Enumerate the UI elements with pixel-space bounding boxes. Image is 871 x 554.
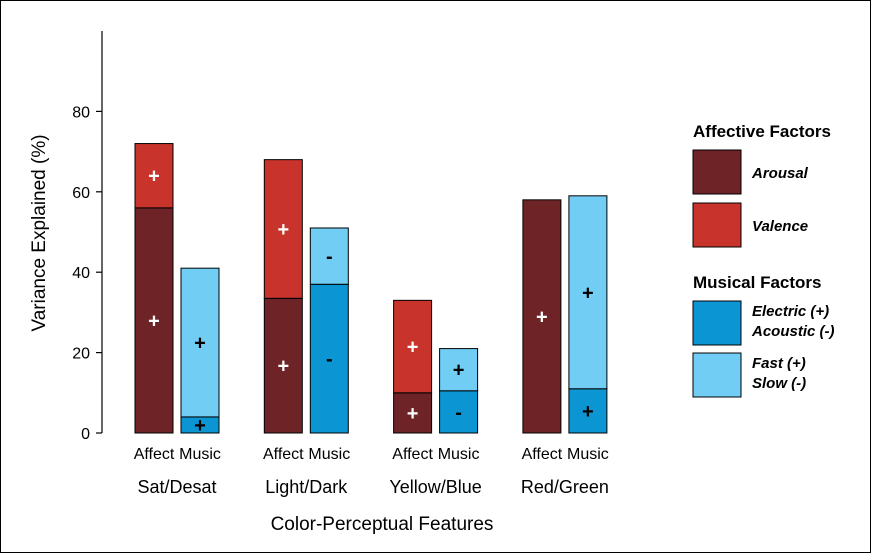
legend-swatch-fast — [692, 352, 742, 398]
segment-sign-label: + — [194, 415, 206, 437]
legend-label-valence: Valence — [752, 218, 808, 235]
y-axis-title: Variance Explained (%) — [29, 134, 50, 331]
bar-segment-electric — [309, 283, 349, 434]
legend-label-fast: Slow (-) — [752, 375, 806, 392]
bar-segment-valence — [393, 299, 433, 394]
legend-label-electric: Electric (+) — [752, 303, 829, 320]
y-tick-label: 40 — [72, 265, 90, 282]
bar-segment-valence — [263, 159, 303, 299]
x-axis-title: Color-Perceptual Features — [271, 514, 494, 535]
legend-swatch-electric — [692, 300, 742, 346]
segment-sign-label: + — [277, 356, 289, 378]
bar-segment-arousal — [393, 392, 433, 434]
segment-sign-label: + — [407, 337, 419, 359]
legend-label-arousal: Arousal — [751, 165, 809, 182]
bar-segment-arousal — [522, 199, 562, 434]
bar-label-music: Music — [438, 446, 480, 463]
bar-segment-fast — [180, 267, 220, 418]
segment-sign-label: - — [455, 402, 462, 424]
segment-sign-label: + — [582, 282, 594, 304]
bar-segment-fast — [309, 227, 349, 285]
group-label: Sat/Desat — [137, 477, 216, 497]
legend-swatch-arousal — [692, 149, 742, 195]
y-tick-label: 0 — [81, 426, 90, 443]
segment-sign-label: + — [194, 333, 206, 355]
bar-label-affect: Affect — [392, 446, 433, 463]
segment-sign-label: + — [453, 360, 465, 382]
legend-heading: Musical Factors — [693, 273, 822, 292]
segment-sign-label: + — [407, 403, 419, 425]
group-label: Light/Dark — [265, 477, 348, 497]
bar-segment-arousal — [263, 297, 303, 434]
y-tick-label: 20 — [72, 346, 90, 363]
bar-label-affect: Affect — [263, 446, 304, 463]
segment-sign-label: + — [148, 166, 160, 188]
segment-sign-label: + — [148, 310, 160, 332]
legend-label-electric: Acoustic (-) — [751, 323, 835, 340]
segment-sign-label: + — [277, 219, 289, 241]
segment-sign-label: - — [326, 349, 333, 371]
legend-swatch-valence — [692, 202, 742, 248]
bar-label-music: Music — [567, 446, 609, 463]
y-tick-label: 60 — [72, 185, 90, 202]
bar-segment-valence — [134, 143, 174, 209]
bar-label-music: Music — [308, 446, 350, 463]
group-label: Red/Green — [521, 477, 609, 497]
bar-label-affect: Affect — [134, 446, 175, 463]
segment-sign-label: + — [582, 401, 594, 423]
segment-sign-label: - — [326, 246, 333, 268]
segment-sign-label: + — [536, 306, 548, 328]
bar-segment-fast — [568, 195, 608, 390]
bar-label-affect: Affect — [522, 446, 563, 463]
bar-segment-fast — [439, 348, 479, 392]
group-label: Yellow/Blue — [389, 477, 481, 497]
legend-heading: Affective Factors — [693, 122, 831, 141]
legend-label-fast: Fast (+) — [752, 355, 806, 372]
bar-label-music: Music — [179, 446, 221, 463]
bar-segment-electric — [439, 390, 479, 434]
bar-segment-arousal — [134, 207, 174, 434]
y-tick-label: 80 — [72, 104, 90, 121]
